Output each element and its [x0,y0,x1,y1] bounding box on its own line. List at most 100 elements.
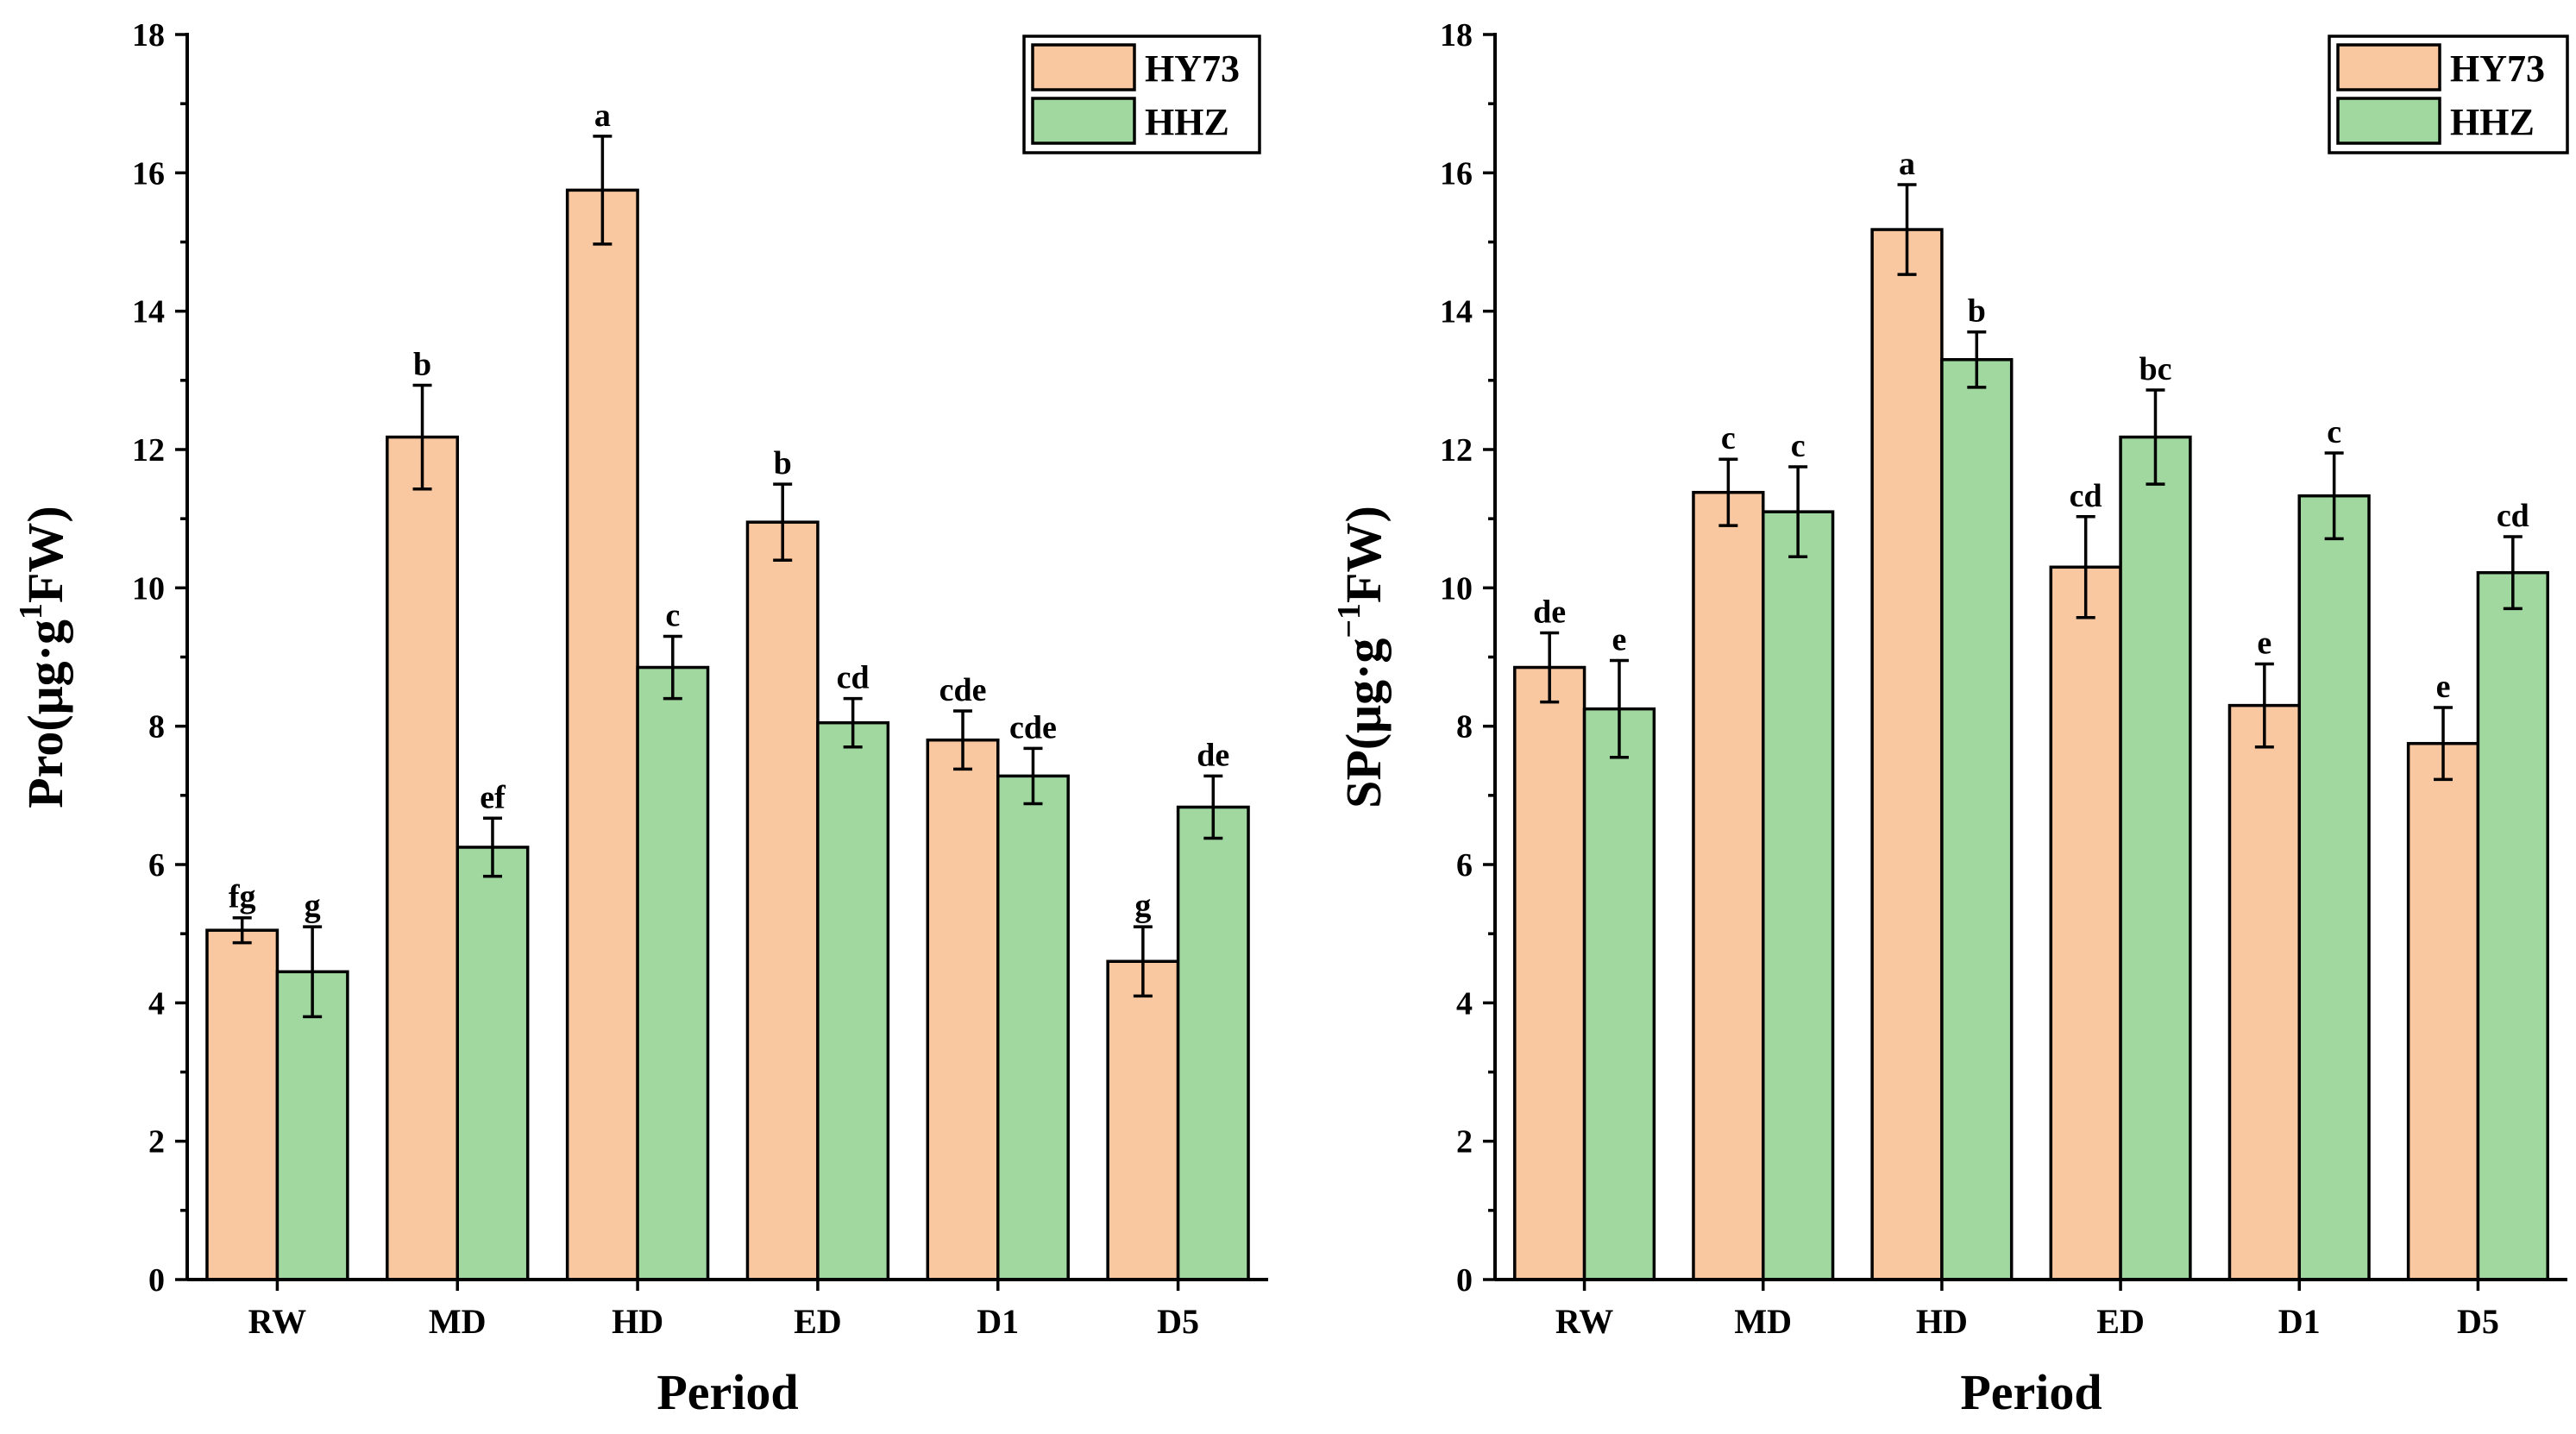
pro-sig-label-hhz-md: ef [480,779,506,815]
sp-x-tick-label-hd: HD [1916,1302,1968,1341]
pro-x-tick-label-md: MD [429,1302,487,1341]
sp-bar-hhz-ed [2120,437,2190,1280]
sp-legend-swatch-hhz [2338,98,2440,143]
sp-x-tick-label-md: MD [1734,1302,1792,1341]
pro-bar-hy73-rw [207,930,277,1280]
pro-sig-label-hhz-d5: de [1197,737,1229,773]
pro-legend-label-hhz: HHZ [1145,101,1229,143]
sp-sig-label-hy73-hd: a [1899,146,1915,182]
sp-legend-label-hhz: HHZ [2450,101,2535,143]
sp-y-tick-label: 8 [1456,709,1473,745]
pro-y-axis-title: Pro(μg·g1FW) [13,506,73,808]
sp-y-tick-label: 12 [1440,432,1473,469]
sp-bar-hy73-ed [2051,567,2120,1280]
pro-bar-hy73-d5 [1108,961,1178,1280]
pro-x-axis-title: Period [657,1364,798,1420]
sp-sig-label-hy73-rw: de [1533,594,1566,630]
sp-bar-hy73-md [1693,493,1763,1280]
sp-bar-hhz-rw [1585,709,1655,1280]
sp-y-tick-label: 16 [1440,155,1473,192]
pro-y-tick-label: 0 [148,1262,165,1299]
pro-bar-hy73-d1 [927,740,997,1280]
pro-bar-hy73-ed [747,522,817,1280]
pro-legend-label-hy73: HY73 [1145,47,1240,90]
pro-bar-hhz-md [457,847,527,1280]
sp-bar-hhz-d1 [2299,496,2369,1280]
sp-y-tick-label: 14 [1440,294,1473,330]
sp-y-axis-title-superscript: −1 [1331,603,1367,638]
pro-y-tick-label: 16 [132,155,165,192]
pro-y-tick-label: 2 [148,1124,165,1160]
sp-bar-hy73-d5 [2409,744,2479,1280]
pro-sig-label-hy73-ed: b [774,445,792,481]
sp-y-tick-label: 4 [1456,985,1473,1022]
sp-sig-label-hhz-ed: bc [2139,351,2171,387]
pro-y-tick-label: 4 [148,985,165,1022]
pro-bar-hy73-hd [568,190,638,1280]
sp-x-tick-label-d5: D5 [2457,1302,2499,1341]
pro-x-tick-label-hd: HD [612,1302,663,1341]
sp-bar-hhz-d5 [2478,573,2548,1280]
pro-y-axis-title-superscript: 1 [13,603,49,620]
pro-y-tick-label: 18 [132,17,165,53]
sp-x-tick-label-ed: ED [2096,1302,2145,1341]
pro-y-axis-title-end: FW) [17,506,73,603]
pro-bar-hhz-hd [638,668,707,1280]
sp-sig-label-hhz-rw: e [1612,622,1627,658]
sp-x-tick-label-d1: D1 [2278,1302,2321,1341]
pro-y-tick-label: 14 [132,294,165,330]
pro-bar-hhz-d5 [1178,807,1248,1280]
pro-sig-label-hhz-ed: cd [837,660,870,696]
pro-legend-swatch-hhz [1033,98,1134,143]
sp-sig-label-hhz-md: c [1791,428,1806,464]
sp-sig-label-hy73-md: c [1721,420,1736,456]
sp-sig-label-hy73-ed: cd [2070,478,2102,514]
sp-y-axis-title-end: FW) [1335,506,1392,603]
figure: fg gRWbefMDacHDbcdEDcdecdeD1gdeD502468101… [0,0,2576,1434]
sp-chart: de e RW c c MD a b HD cd bc ED e c D1 e cd D5 0 2 4 6 8 10 12 14 1… [1331,17,2567,1420]
sp-y-tick-label: 2 [1456,1124,1473,1160]
pro-sig-label-hy73-rw: fg [229,879,256,915]
sp-legend-label-hy73: HY73 [2450,47,2545,90]
sp-bar-hhz-hd [1942,360,2012,1280]
sp-sig-label-hhz-d1: c [2327,414,2341,450]
sp-y-axis-title-main: SP(μg·g [1335,638,1392,808]
pro-y-axis-title-main: Pro(μg·g [17,620,73,808]
sp-sig-label-hhz-hd: b [1968,293,1986,330]
pro-x-tick-label-d1: D1 [977,1302,1019,1341]
pro-sig-label-hhz-d1: cde [1009,709,1057,745]
pro-x-tick-label-d5: D5 [1157,1302,1199,1341]
pro-y-tick-label: 10 [132,570,165,607]
pro-sig-label-hy73-md: b [413,346,431,382]
sp-bar-hhz-md [1763,512,1833,1280]
sp-y-tick-label: 10 [1440,570,1473,607]
sp-legend-swatch-hy73 [2338,45,2440,90]
sp-x-tick-label-rw: RW [1555,1302,1613,1341]
pro-bar-hy73-md [387,437,457,1280]
pro-bar-hhz-ed [818,723,888,1280]
pro-sig-label-hhz-hd: c [665,597,680,633]
sp-y-tick-label: 18 [1440,17,1473,53]
pro-sig-label-hy73-d5: g [1134,888,1151,924]
sp-bar-hy73-d1 [2229,706,2299,1280]
sp-x-axis-title: Period [1960,1364,2102,1420]
pro-sig-label-hhz-rw: g [305,888,321,924]
sp-sig-label-hy73-d1: e [2257,626,2271,662]
sp-y-axis-title: SP(μg·g−1FW) [1331,506,1392,808]
pro-sig-label-hy73-hd: a [594,97,611,134]
sp-sig-label-hy73-d5: e [2436,669,2451,705]
pro-legend-swatch-hy73 [1033,45,1134,90]
pro-bar-hhz-d1 [998,776,1068,1280]
pro-y-tick-label: 6 [148,847,165,884]
sp-y-tick-label: 6 [1456,847,1473,884]
pro-sig-label-hy73-d1: cde [939,672,987,708]
sp-bar-hy73-hd [1872,230,1942,1280]
sp-sig-label-hhz-d5: cd [2497,498,2529,534]
pro-x-tick-label-rw: RW [248,1302,306,1341]
sp-bar-hy73-rw [1515,668,1585,1280]
pro-y-tick-label: 8 [148,709,165,745]
pro-y-tick-label: 12 [132,432,165,469]
pro-x-tick-label-ed: ED [794,1302,842,1341]
sp-y-tick-label: 0 [1456,1262,1473,1299]
